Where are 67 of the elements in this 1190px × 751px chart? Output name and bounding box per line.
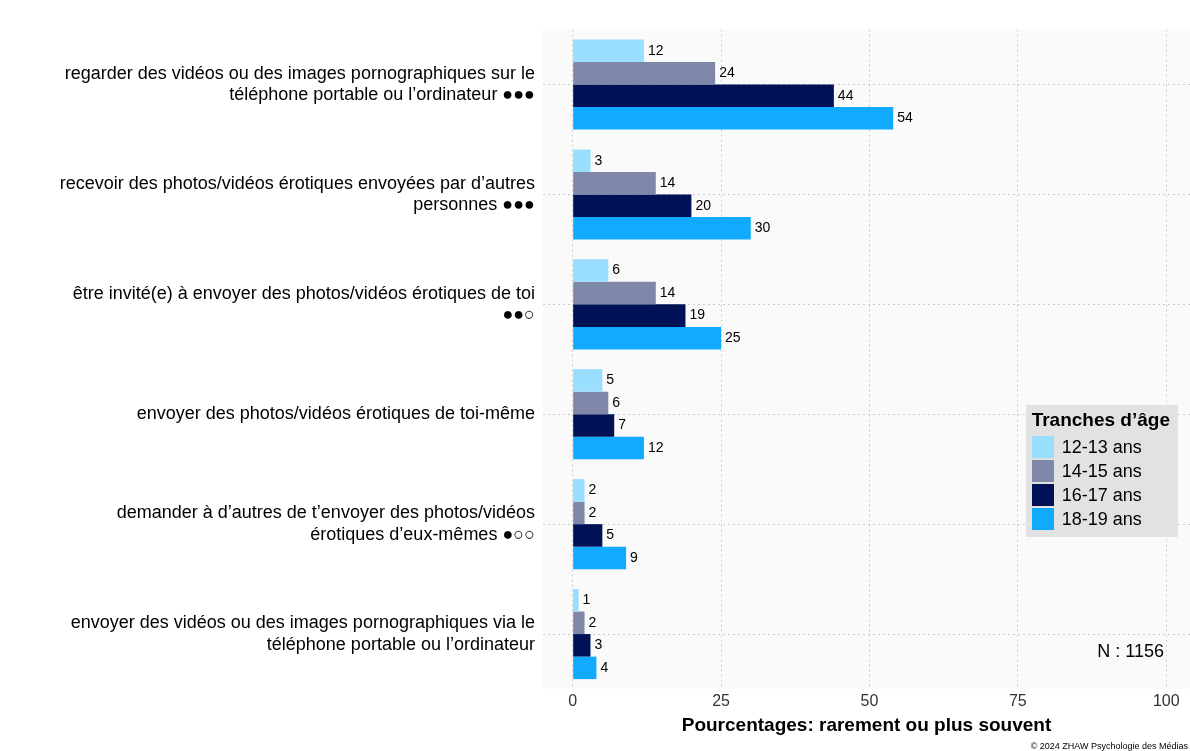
bar [573, 84, 834, 108]
data-label: 30 [754, 219, 771, 236]
legend-label: 18-19 ans [1061, 508, 1142, 530]
bar [573, 524, 603, 547]
data-label: 6 [612, 261, 621, 278]
x-tick-label: 50 [860, 692, 879, 710]
y-tick-label: regarder des vidéos ou des images pornographiques sur le téléphone portable ou l’ordinateur ●●● [64, 62, 535, 105]
bar [573, 62, 716, 85]
bar [573, 436, 644, 460]
data-label: 12 [647, 438, 664, 455]
bar [573, 479, 585, 502]
bar [573, 281, 656, 305]
bar [573, 369, 603, 392]
data-label: 44 [837, 86, 854, 103]
data-label: 24 [719, 64, 735, 81]
bar [573, 391, 609, 415]
data-label: 19 [689, 306, 706, 323]
data-label: 4 [600, 658, 609, 675]
x-tick-label: 25 [712, 692, 731, 710]
data-label: 20 [695, 196, 712, 213]
data-label: 1 [582, 591, 591, 608]
text: © 2024 ZHAW Psychologie des Médias [1030, 741, 1189, 751]
bar [573, 588, 579, 612]
x-tick-label: 100 [1152, 692, 1180, 710]
bar [573, 194, 692, 217]
bar [573, 656, 597, 680]
legend-title: Tranches d’âge [1031, 409, 1170, 431]
data-label: 3 [594, 636, 603, 653]
y-tick-label: recevoir des photos/vidéos érotiques envoyées par d’autres personnes ●●● [59, 172, 535, 215]
data-label: 12 [647, 41, 664, 58]
data-label: 2 [588, 503, 597, 520]
bar [573, 634, 591, 657]
data-label: 5 [606, 526, 615, 543]
bar [573, 326, 722, 350]
y-tick-label: demander à d’autres de t’envoyer des photos/vidéos érotiques d’eux-mêmes ●○○ [116, 502, 535, 544]
data-label: 5 [606, 371, 615, 388]
data-label: 2 [588, 481, 597, 498]
bar [573, 304, 686, 327]
data-label: 6 [612, 393, 621, 410]
bar [573, 501, 585, 525]
data-label: 25 [725, 329, 741, 345]
bar [573, 39, 644, 63]
data-label: 9 [630, 548, 639, 565]
x-tick-label: 75 [1008, 692, 1027, 710]
bar [573, 216, 751, 240]
legend-label: 14-15 ans [1061, 460, 1142, 482]
bar [573, 171, 656, 195]
bar [573, 107, 894, 130]
bar [573, 149, 591, 172]
data-label: 2 [588, 613, 597, 630]
y-tick-label: être invité(e) à envoyer des photos/vidéos érotiques de toi ●●○ [72, 282, 535, 325]
data-label: 3 [594, 151, 603, 168]
bar [573, 259, 609, 282]
x-tick-label: 0 [568, 692, 578, 710]
bar [573, 414, 615, 437]
bar [573, 546, 627, 570]
data-label: 54 [897, 109, 913, 126]
data-label: 7 [618, 416, 627, 433]
annotation: N : 1156 [1097, 641, 1164, 661]
legend-label: 12-13 ans [1061, 436, 1142, 458]
legend-label: 16-17 ans [1061, 484, 1142, 506]
y-tick-label: envoyer des photos/vidéos érotiques de toi-même [136, 403, 535, 424]
data-label: 14 [659, 283, 676, 300]
y-tick-label: envoyer des vidéos ou des images pornographiques via le téléphone portable ou l’ordinateur [70, 612, 535, 654]
x-axis-title: Pourcentages: rarement ou plus souvent [681, 713, 1052, 735]
bar [573, 611, 585, 635]
data-label: 14 [659, 174, 676, 191]
